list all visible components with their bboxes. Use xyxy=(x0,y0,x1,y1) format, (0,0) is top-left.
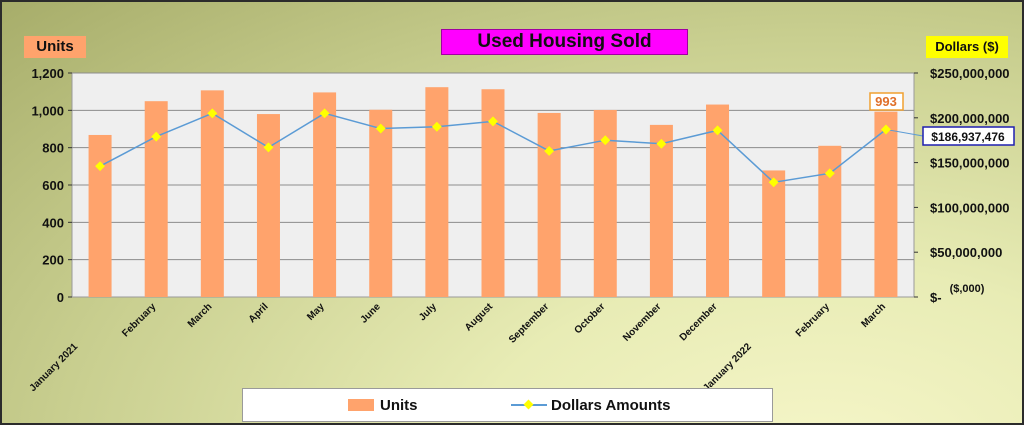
point-dollars xyxy=(712,125,723,136)
last-dollars-label: $186,937,476 xyxy=(931,130,1005,144)
left-tick-label: 400 xyxy=(42,215,64,230)
point-dollars xyxy=(824,168,835,179)
right-tick-label: $200,000,000 xyxy=(930,111,1010,126)
legend-item-dollars: Dollars Amounts xyxy=(511,389,670,421)
x-tick-label: October xyxy=(572,301,607,336)
legend-marker-dollars xyxy=(511,404,547,406)
x-tick-label: August xyxy=(463,301,496,334)
bar-units xyxy=(818,145,842,297)
x-tick-label: January 2022 xyxy=(701,341,754,394)
bars-units xyxy=(88,87,898,298)
x-axis-ticks: January 2021 February March April May June Jul… xyxy=(28,301,888,394)
x-tick-label: June xyxy=(359,301,384,326)
right-axis-unit-note: ($,000) xyxy=(950,283,985,295)
x-tick-label: February xyxy=(120,301,158,339)
right-tick-label: $- xyxy=(930,290,942,305)
left-tick-label: 0 xyxy=(57,290,64,305)
legend-label-dollars: Dollars Amounts xyxy=(551,396,671,414)
left-tick-label: 800 xyxy=(42,141,64,156)
last-units-label: 993 xyxy=(875,94,897,109)
left-tick-label: 1,000 xyxy=(31,103,64,118)
x-tick-label: January 2021 xyxy=(28,341,81,394)
point-dollars xyxy=(151,131,162,142)
left-axis-ticks: 0 200 400 600 800 1,000 1,200 xyxy=(31,66,72,305)
right-tick-label: $150,000,000 xyxy=(930,156,1010,171)
legend-swatch-units xyxy=(348,399,374,411)
bar-units xyxy=(874,111,898,297)
right-tick-label: $50,000,000 xyxy=(930,245,1002,260)
legend: Units Dollars Amounts xyxy=(242,388,773,422)
left-tick-label: 1,200 xyxy=(31,66,64,81)
left-tick-label: 200 xyxy=(42,253,64,268)
x-tick-label: July xyxy=(417,301,439,323)
point-dollars xyxy=(600,135,611,146)
bar-units xyxy=(144,101,168,297)
legend-label-units: Units xyxy=(380,396,418,414)
point-dollars xyxy=(880,124,891,135)
x-tick-label: December xyxy=(678,301,720,343)
point-dollars xyxy=(95,161,106,172)
annotation-leader xyxy=(885,129,924,137)
legend-item-units: Units xyxy=(348,389,418,421)
point-dollars xyxy=(768,177,779,188)
bar-units xyxy=(481,89,505,298)
bar-units xyxy=(369,109,393,297)
right-axis-label: Dollars ($) xyxy=(926,36,1008,58)
bar-units xyxy=(593,109,617,298)
right-axis-ticks: $- $50,000,000 $100,000,000 $150,000,000 $20… xyxy=(914,66,1010,305)
x-tick-label: November xyxy=(621,301,663,343)
bar-units xyxy=(313,92,337,297)
bar-units xyxy=(425,87,449,297)
x-tick-label: September xyxy=(507,301,551,345)
last-dollars-box xyxy=(922,126,1015,146)
x-tick-label: April xyxy=(247,301,271,325)
chart-title: Used Housing Sold xyxy=(441,29,688,55)
bar-units xyxy=(88,134,112,297)
point-dollars xyxy=(263,142,274,153)
bar-units xyxy=(256,114,280,297)
bar-units xyxy=(537,112,561,298)
left-tick-label: 600 xyxy=(42,178,64,193)
x-tick-label: February xyxy=(794,301,832,339)
left-axis-label: Units xyxy=(24,36,86,58)
point-dollars xyxy=(207,108,218,119)
point-dollars xyxy=(544,146,555,156)
bar-units xyxy=(706,104,730,298)
right-tick-label: $100,000,000 xyxy=(930,200,1010,215)
bar-units xyxy=(649,124,673,297)
x-tick-label: March xyxy=(186,301,215,330)
bar-units xyxy=(200,90,224,297)
x-tick-label: May xyxy=(305,301,327,323)
last-units-box xyxy=(869,92,904,111)
right-tick-label: $250,000,000 xyxy=(930,66,1010,81)
x-tick-label: March xyxy=(859,301,888,330)
bar-units xyxy=(762,170,786,297)
point-dollars xyxy=(656,138,667,149)
